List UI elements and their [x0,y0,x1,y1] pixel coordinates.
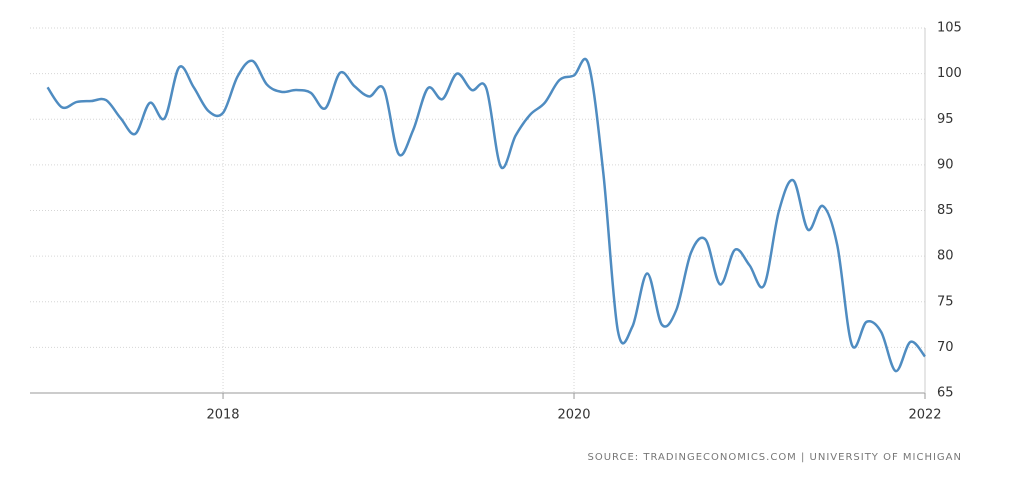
y-tick-label: 90 [937,157,954,172]
y-tick-label: 95 [937,112,954,127]
x-tick-label: 2020 [557,408,590,423]
x-tick-label: 2022 [908,408,941,423]
data-line [46,57,926,373]
x-tick-label: 2018 [206,408,239,423]
y-tick-label: 65 [937,386,954,401]
y-tick-label: 75 [937,294,954,309]
y-tick-label: 85 [937,203,954,218]
y-tick-label: 105 [937,21,962,36]
source-note: SOURCE: TRADINGECONOMICS.COM | UNIVERSIT… [588,452,962,463]
y-tick-label: 80 [937,249,954,264]
y-tick-label: 100 [937,66,962,81]
y-tick-label: 70 [937,340,954,355]
